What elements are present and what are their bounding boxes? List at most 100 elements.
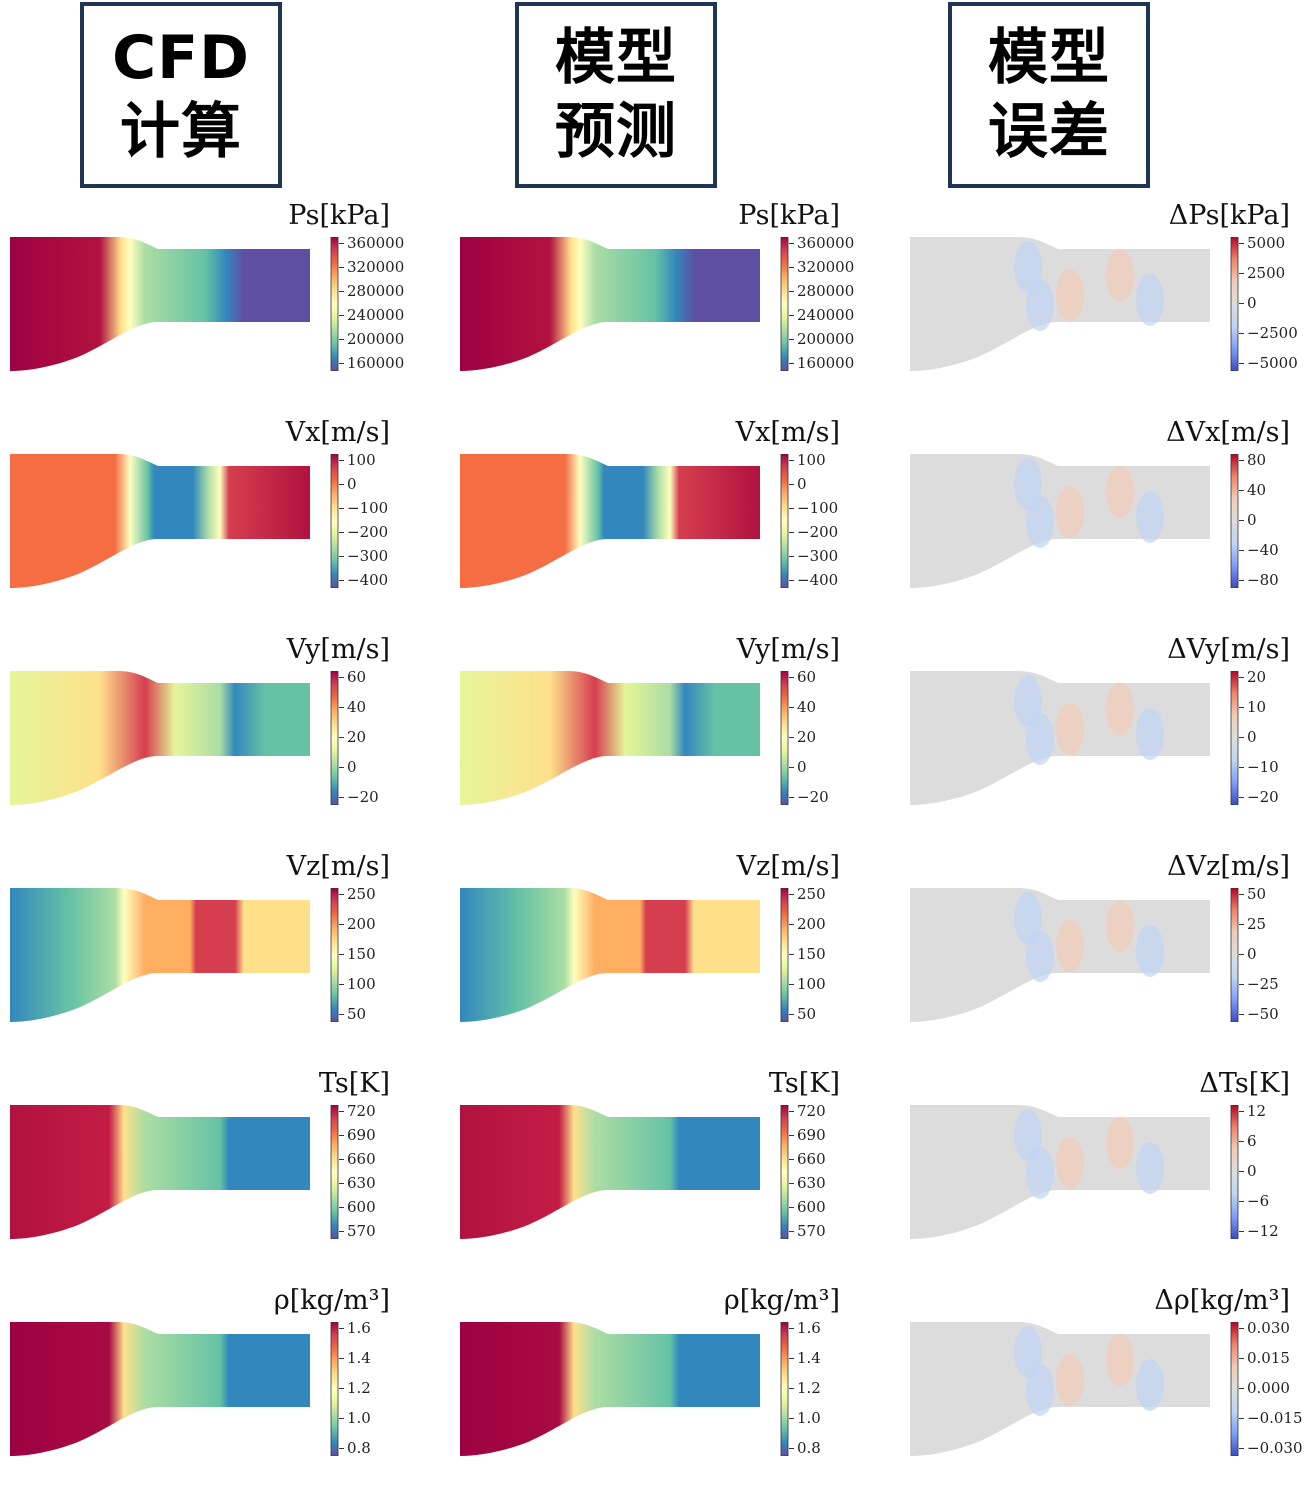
colorbar-tick	[1239, 303, 1244, 304]
colorbar-tick	[789, 924, 794, 925]
colorbar-tick-label: −6	[1247, 1192, 1270, 1210]
field-panel-Ts-cfd: Ts[K] 720 690 660 630 600 570	[10, 1069, 430, 1278]
nozzle-contour	[910, 454, 1210, 588]
field-panel-Vy-cfd: Vy[m/s] 60 40 20 0 −20	[10, 635, 430, 844]
colorbar-tick-label: 20	[1247, 668, 1267, 686]
colorbar-tick	[1239, 707, 1244, 708]
colorbar-tick	[339, 767, 344, 768]
colorbar	[1230, 671, 1239, 805]
colorbar-tick	[1239, 333, 1244, 334]
colorbar-tick-label: 160000	[347, 354, 405, 372]
colorbar-tick-label: 240000	[347, 306, 405, 324]
colorbar-tick-label: 2500	[1247, 264, 1286, 282]
colorbar-tick	[789, 339, 794, 340]
colorbar-tick	[339, 1418, 344, 1419]
nozzle-contour	[460, 1105, 760, 1239]
error-region	[1014, 1109, 1042, 1161]
error-region	[1056, 1137, 1084, 1189]
colorbar-gradient	[1230, 237, 1239, 371]
nozzle-fill	[10, 237, 310, 371]
colorbar-tick	[789, 1448, 794, 1449]
colorbar-tick-label: −300	[347, 547, 389, 565]
colorbar-tick-label: 1.2	[797, 1379, 821, 1397]
error-region	[1026, 1364, 1054, 1416]
colorbar-tick	[339, 556, 344, 557]
nozzle-contour	[910, 671, 1210, 805]
field-label: Ps[kPa]	[288, 200, 390, 231]
colorbar-tick-label: −12	[1247, 1222, 1279, 1240]
colorbar-tick-label: −10	[1247, 758, 1279, 776]
colorbar-tick-label: 250	[347, 885, 376, 903]
error-region	[1056, 1354, 1084, 1406]
colorbar-gradient	[1230, 1105, 1239, 1239]
colorbar-tick-label: 0	[347, 758, 357, 776]
nozzle-fill	[460, 671, 760, 805]
colorbar-tick	[789, 767, 794, 768]
colorbar-tick-label: 660	[797, 1150, 826, 1168]
colorbar-tick	[1239, 1171, 1244, 1172]
colorbar-tick-label: −0.015	[1247, 1409, 1303, 1427]
field-panel-Ts-error: ΔTs[K] 12 6 0 −6 −12	[910, 1069, 1310, 1278]
colorbar-gradient	[780, 237, 789, 371]
colorbar-tick-label: 200000	[347, 330, 405, 348]
colorbar-tick-label: 570	[797, 1222, 826, 1240]
colorbar-tick	[339, 1111, 344, 1112]
colorbar-tick	[339, 243, 344, 244]
colorbar-tick	[339, 532, 344, 533]
colorbar-tick-label: 150	[347, 945, 376, 963]
colorbar-tick-label: 200	[347, 915, 376, 933]
colorbar-tick	[789, 460, 794, 461]
nozzle-contour	[10, 237, 310, 371]
colorbar-tick	[789, 984, 794, 985]
colorbar-tick	[789, 1207, 794, 1208]
error-region	[1136, 274, 1164, 326]
field-panel-Vx-cfd: Vx[m/s] 100 0 −100 −200 −300 −400	[10, 418, 430, 627]
colorbar	[1230, 454, 1239, 588]
nozzle-contour	[10, 1105, 310, 1239]
colorbar-tick	[339, 1358, 344, 1359]
colorbar-tick-label: 80	[1247, 451, 1267, 469]
error-region	[1106, 683, 1134, 735]
colorbar-gradient	[1230, 454, 1239, 588]
colorbar-tick-label: 0	[1247, 1162, 1257, 1180]
nozzle-fill	[460, 1105, 760, 1239]
colorbar-tick-label: 600	[347, 1198, 376, 1216]
colorbar-tick-label: 320000	[347, 258, 405, 276]
colorbar-tick-label: 690	[797, 1126, 826, 1144]
colorbar-tick-label: 0	[1247, 945, 1257, 963]
field-panel-Ps-error: ΔPs[kPa] 5000 2500 0 −2500 −5000	[910, 201, 1310, 410]
error-region	[1056, 703, 1084, 755]
colorbar-tick	[339, 1207, 344, 1208]
field-panel-rho-prediction: ρ[kg/m³] 1.6 1.4 1.2 1.0 0.8	[460, 1286, 880, 1495]
colorbar-tick-label: 1.2	[347, 1379, 371, 1397]
colorbar-tick-label: 1.0	[797, 1409, 821, 1427]
colorbar-tick-label: 10	[1247, 698, 1267, 716]
colorbar-tick	[1239, 243, 1244, 244]
colorbar-tick-label: −5000	[1247, 354, 1298, 372]
field-panel-Vy-error: ΔVy[m/s] 20 10 0 −10 −20	[910, 635, 1310, 844]
colorbar-tick-label: 1.4	[347, 1349, 371, 1367]
header-error: 模型 误差	[948, 2, 1150, 188]
colorbar-tick	[1239, 984, 1244, 985]
colorbar-tick	[1239, 1014, 1244, 1015]
colorbar-tick-label: 0.015	[1247, 1349, 1290, 1367]
colorbar-tick-label: 1.6	[797, 1319, 821, 1337]
colorbar	[330, 671, 339, 805]
field-panel-rho-cfd: ρ[kg/m³] 1.6 1.4 1.2 1.0 0.8	[10, 1286, 430, 1495]
colorbar-tick	[339, 707, 344, 708]
colorbar-tick	[339, 984, 344, 985]
colorbar-tick	[1239, 1328, 1244, 1329]
colorbar-tick	[339, 677, 344, 678]
colorbar-tick	[1239, 1231, 1244, 1232]
colorbar-tick	[789, 291, 794, 292]
colorbar-tick	[789, 1014, 794, 1015]
colorbar-tick-label: 100	[347, 975, 376, 993]
colorbar-tick	[1239, 767, 1244, 768]
colorbar-tick	[1239, 797, 1244, 798]
colorbar-tick-label: 0.000	[1247, 1379, 1290, 1397]
nozzle-fill	[10, 1322, 310, 1456]
colorbar-tick	[789, 363, 794, 364]
colorbar-tick-label: 0	[347, 475, 357, 493]
colorbar-tick-label: 20	[797, 728, 817, 746]
colorbar-tick-label: −40	[1247, 541, 1279, 559]
